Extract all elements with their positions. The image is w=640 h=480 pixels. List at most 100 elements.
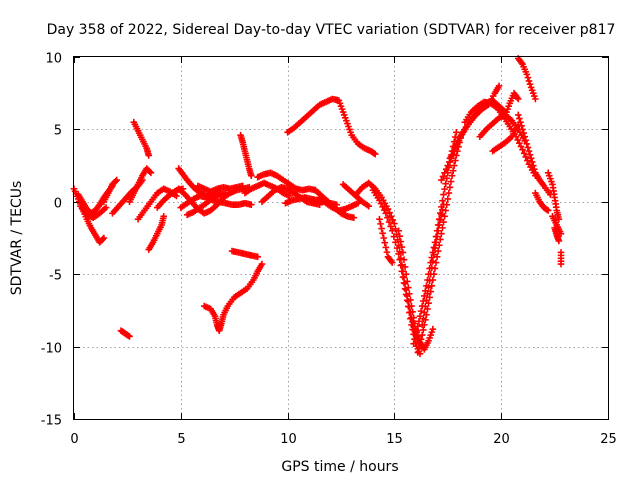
data-point <box>418 331 426 339</box>
data-point <box>407 315 414 323</box>
data-point <box>410 314 417 321</box>
data-point <box>524 74 532 81</box>
data-point <box>391 220 398 227</box>
data-track <box>557 249 565 268</box>
data-point <box>258 260 266 268</box>
data-point <box>518 122 525 130</box>
data-point <box>522 153 530 161</box>
data-point <box>413 327 421 334</box>
data-point <box>388 259 396 266</box>
data-track <box>100 176 121 206</box>
data-point <box>446 155 454 162</box>
y-tick-label: -10 <box>41 342 62 357</box>
data-point <box>432 259 440 266</box>
data-point <box>400 279 408 287</box>
data-point <box>395 227 402 235</box>
data-point <box>444 195 452 203</box>
data-point <box>451 157 459 164</box>
data-point <box>254 253 261 261</box>
data-point <box>401 285 409 292</box>
data-track <box>200 260 266 334</box>
data-point <box>516 115 523 122</box>
data-point <box>102 204 110 211</box>
data-point <box>425 283 432 291</box>
data-point <box>514 111 522 119</box>
data-point <box>438 211 445 219</box>
data-points <box>70 55 565 358</box>
data-point <box>408 302 415 310</box>
data-point <box>393 244 401 252</box>
grid-lines <box>74 57 608 419</box>
data-point <box>449 167 457 174</box>
data-point <box>495 82 503 90</box>
data-point <box>382 210 390 217</box>
x-tick-label: 25 <box>600 432 617 447</box>
data-track <box>514 111 554 198</box>
data-point <box>520 129 527 137</box>
data-point <box>419 315 427 323</box>
data-point <box>381 239 389 247</box>
data-point <box>113 176 121 184</box>
data-point <box>379 229 386 237</box>
data-track <box>544 169 563 223</box>
data-point <box>451 144 459 151</box>
y-tick-labels: -15 -10 -5 0 5 10 <box>41 52 62 429</box>
data-point <box>350 214 358 222</box>
data-point <box>430 251 438 258</box>
data-point <box>417 336 425 343</box>
data-point <box>519 146 526 153</box>
data-point <box>450 162 458 169</box>
data-track <box>551 224 563 245</box>
data-point <box>439 197 446 205</box>
data-track <box>376 215 396 266</box>
data-point <box>112 177 119 185</box>
data-point <box>440 201 447 208</box>
data-point <box>396 232 404 240</box>
data-track <box>134 185 180 223</box>
data-point <box>438 176 445 184</box>
data-point <box>146 168 154 176</box>
x-tick-label: 10 <box>280 432 297 447</box>
data-point <box>522 136 530 144</box>
data-point <box>403 278 411 285</box>
x-tick-labels: 0 5 10 15 20 25 <box>70 432 616 447</box>
data-point <box>376 215 383 223</box>
data-point <box>99 235 107 243</box>
y-tick-label: 5 <box>54 124 62 139</box>
data-point <box>524 157 531 164</box>
y-tick-label: 10 <box>45 52 62 67</box>
data-track <box>461 98 539 180</box>
data-point <box>429 257 437 265</box>
data-point <box>532 95 539 103</box>
data-track <box>395 227 437 353</box>
data-point <box>416 340 424 348</box>
data-point <box>433 233 441 240</box>
data-track <box>254 169 319 194</box>
data-point <box>437 216 444 224</box>
y-tick-label: -15 <box>41 414 62 429</box>
data-point <box>414 323 422 330</box>
data-point <box>441 185 448 193</box>
data-point <box>145 152 153 159</box>
data-point <box>528 158 536 166</box>
data-track <box>316 194 362 214</box>
data-point <box>442 180 449 187</box>
data-point <box>371 150 379 158</box>
data-point <box>453 128 460 136</box>
data-point <box>406 290 413 298</box>
data-point <box>448 172 456 180</box>
data-point <box>407 296 414 304</box>
data-point <box>447 178 455 185</box>
data-point <box>432 239 440 246</box>
data-point <box>412 331 420 339</box>
data-point <box>398 268 406 275</box>
data-point <box>397 238 405 245</box>
data-point <box>388 227 396 235</box>
data-point <box>544 207 552 214</box>
data-point <box>411 336 418 343</box>
data-point <box>442 165 450 173</box>
data-point <box>524 144 532 151</box>
data-point <box>419 326 427 334</box>
data-track <box>126 165 155 206</box>
